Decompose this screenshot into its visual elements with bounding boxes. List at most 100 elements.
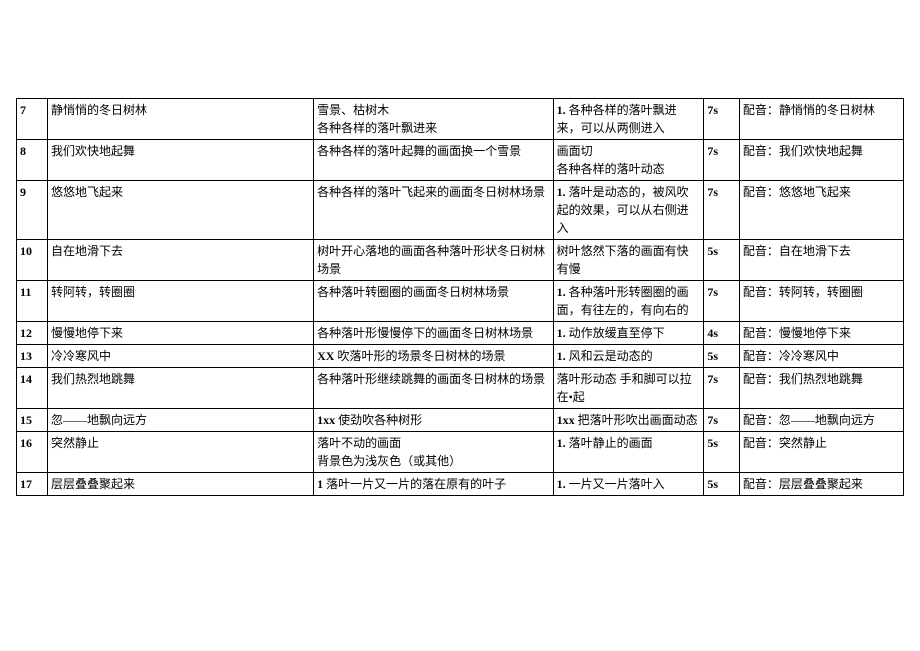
action-text: 一片又一片落叶入: [566, 477, 665, 491]
scene-prefix: 1xx: [317, 413, 335, 427]
action-text: 各种各样的落叶飘进来，可以从两侧进入: [557, 103, 677, 135]
narration-text: 悠悠地飞起来: [48, 181, 314, 240]
scene-text: 各种落叶转圈圈的画面冬日树林场景: [317, 285, 509, 299]
action-description: 1. 落叶是动态的，被风吹起的效果，可以从右侧进入: [553, 181, 704, 240]
action-description: 落叶形动态 手和脚可以拉在•起: [553, 368, 704, 409]
action-prefix: 1xx: [557, 413, 575, 427]
action-description: 1. 各种落叶形转圈圈的画面，有往左的，有向右的: [553, 281, 704, 322]
duration: 5s: [704, 240, 739, 281]
scene-description: 各种落叶转圈圈的画面冬日树林场景: [314, 281, 553, 322]
scene-description: 各种各样的落叶起舞的画面换一个雪景: [314, 140, 553, 181]
narration-text: 自在地滑下去: [48, 240, 314, 281]
row-number: 7: [17, 99, 48, 140]
audio-note: 配音：慢慢地停下来: [739, 322, 903, 345]
audio-note: 配音：我们热烈地跳舞: [739, 368, 903, 409]
scene-text: 各种落叶形慢慢停下的画面冬日树林场景: [317, 326, 533, 340]
row-number: 15: [17, 409, 48, 432]
action-text: 落叶静止的画面: [566, 436, 653, 450]
audio-note: 配音：我们欢快地起舞: [739, 140, 903, 181]
action-text: 落叶是动态的，被风吹起的效果，可以从右侧进入: [557, 185, 689, 235]
scene-text: 落叶一片又一片的落在原有的叶子: [323, 477, 506, 491]
duration: 7s: [704, 368, 739, 409]
narration-text: 忽——地飘向远方: [48, 409, 314, 432]
duration: 5s: [704, 432, 739, 473]
scene-description: 树叶开心落地的画面各种落叶形状冬日树林场景: [314, 240, 553, 281]
scene-description: 落叶不动的画面 背景色为浅灰色（或其他）: [314, 432, 553, 473]
action-text: 动作放缓直至停下: [566, 326, 665, 340]
table-row: 10自在地滑下去树叶开心落地的画面各种落叶形状冬日树林场景树叶悠然下落的画面有快…: [17, 240, 904, 281]
action-text: 风和云是动态的: [566, 349, 653, 363]
narration-text: 我们欢快地起舞: [48, 140, 314, 181]
row-number: 9: [17, 181, 48, 240]
action-description: 画面切 各种各样的落叶动态: [553, 140, 704, 181]
table-row: 13冷冷寒风中XX 吹落叶形的场景冬日树林的场景1. 风和云是动态的5s配音：冷…: [17, 345, 904, 368]
duration: 5s: [704, 345, 739, 368]
action-prefix: 1.: [557, 185, 566, 199]
row-number: 16: [17, 432, 48, 473]
scene-text: 树叶开心落地的画面各种落叶形状冬日树林场景: [317, 244, 545, 276]
action-description: 1xx 把落叶形吹出画面动态: [553, 409, 704, 432]
action-prefix: 1.: [557, 349, 566, 363]
table-row: 11转阿转，转圈圈各种落叶转圈圈的画面冬日树林场景1. 各种落叶形转圈圈的画面，…: [17, 281, 904, 322]
action-prefix: 1.: [557, 436, 566, 450]
scene-description: XX 吹落叶形的场景冬日树林的场景: [314, 345, 553, 368]
duration: 7s: [704, 281, 739, 322]
duration: 7s: [704, 409, 739, 432]
action-prefix: 1.: [557, 285, 566, 299]
duration: 7s: [704, 140, 739, 181]
table-row: 16突然静止落叶不动的画面 背景色为浅灰色（或其他）1. 落叶静止的画面5s配音…: [17, 432, 904, 473]
action-description: 1. 各种各样的落叶飘进来，可以从两侧进入: [553, 99, 704, 140]
audio-note: 配音：转阿转，转圈圈: [739, 281, 903, 322]
scene-text: 各种各样的落叶飞起来的画面冬日树林场景: [317, 185, 545, 199]
duration: 4s: [704, 322, 739, 345]
narration-text: 我们热烈地跳舞: [48, 368, 314, 409]
narration-text: 冷冷寒风中: [48, 345, 314, 368]
audio-note: 配音：忽——地飘向远方: [739, 409, 903, 432]
scene-description: 1xx 使劲吹各种树形: [314, 409, 553, 432]
row-number: 8: [17, 140, 48, 181]
audio-note: 配音：自在地滑下去: [739, 240, 903, 281]
action-text: 树叶悠然下落的画面有快有慢: [557, 244, 689, 276]
scene-text: 各种各样的落叶起舞的画面换一个雪景: [317, 144, 521, 158]
action-description: 树叶悠然下落的画面有快有慢: [553, 240, 704, 281]
scene-text: 吹落叶形的场景冬日树林的场景: [334, 349, 505, 363]
action-description: 1. 一片又一片落叶入: [553, 473, 704, 496]
table-row: 15忽——地飘向远方1xx 使劲吹各种树形1xx 把落叶形吹出画面动态7s配音：…: [17, 409, 904, 432]
row-number: 14: [17, 368, 48, 409]
duration: 7s: [704, 181, 739, 240]
storyboard-table: 7静悄悄的冬日树林雪景、枯树木 各种各样的落叶飘进来 1. 各种各样的落叶飘进来，…: [16, 98, 904, 496]
row-number: 13: [17, 345, 48, 368]
scene-description: 1 落叶一片又一片的落在原有的叶子: [314, 473, 553, 496]
narration-text: 层层叠叠聚起来: [48, 473, 314, 496]
narration-text: 突然静止: [48, 432, 314, 473]
action-text: 各种落叶形转圈圈的画面，有往左的，有向右的: [557, 285, 689, 317]
action-text: 把落叶形吹出画面动态: [575, 413, 698, 427]
scene-description: 各种各样的落叶飞起来的画面冬日树林场景: [314, 181, 553, 240]
action-description: 1. 动作放缓直至停下: [553, 322, 704, 345]
scene-text: 各种落叶形继续跳舞的画面冬日树林的场景: [317, 372, 545, 386]
row-number: 10: [17, 240, 48, 281]
table-row: 9悠悠地飞起来各种各样的落叶飞起来的画面冬日树林场景 1. 落叶是动态的，被风吹起…: [17, 181, 904, 240]
audio-note: 配音：层层叠叠聚起来: [739, 473, 903, 496]
duration: 5s: [704, 473, 739, 496]
scene-description: 各种落叶形慢慢停下的画面冬日树林场景: [314, 322, 553, 345]
row-number: 12: [17, 322, 48, 345]
action-description: 1. 风和云是动态的: [553, 345, 704, 368]
action-text: 落叶形动态 手和脚可以拉在•起: [557, 372, 692, 404]
table-row: 14我们热烈地跳舞各种落叶形继续跳舞的画面冬日树林的场景落叶形动态 手和脚可以拉…: [17, 368, 904, 409]
action-description: 1. 落叶静止的画面: [553, 432, 704, 473]
narration-text: 静悄悄的冬日树林: [48, 99, 314, 140]
audio-note: 配音：突然静止: [739, 432, 903, 473]
row-number: 17: [17, 473, 48, 496]
table-row: 8我们欢快地起舞各种各样的落叶起舞的画面换一个雪景 画面切 各种各样的落叶动态7s…: [17, 140, 904, 181]
narration-text: 转阿转，转圈圈: [48, 281, 314, 322]
action-prefix: 1.: [557, 477, 566, 491]
action-prefix: 1.: [557, 103, 566, 117]
table-row: 17层层叠叠聚起来1 落叶一片又一片的落在原有的叶子1. 一片又一片落叶入5s配…: [17, 473, 904, 496]
scene-text: 使劲吹各种树形: [335, 413, 422, 427]
audio-note: 配音：冷冷寒风中: [739, 345, 903, 368]
scene-description: 雪景、枯树木 各种各样的落叶飘进来: [314, 99, 553, 140]
table-row: 12慢慢地停下来各种落叶形慢慢停下的画面冬日树林场景1. 动作放缓直至停下4s配…: [17, 322, 904, 345]
scene-text: 雪景、枯树木 各种各样的落叶飘进来: [317, 103, 437, 135]
table-row: 7静悄悄的冬日树林雪景、枯树木 各种各样的落叶飘进来 1. 各种各样的落叶飘进来，…: [17, 99, 904, 140]
